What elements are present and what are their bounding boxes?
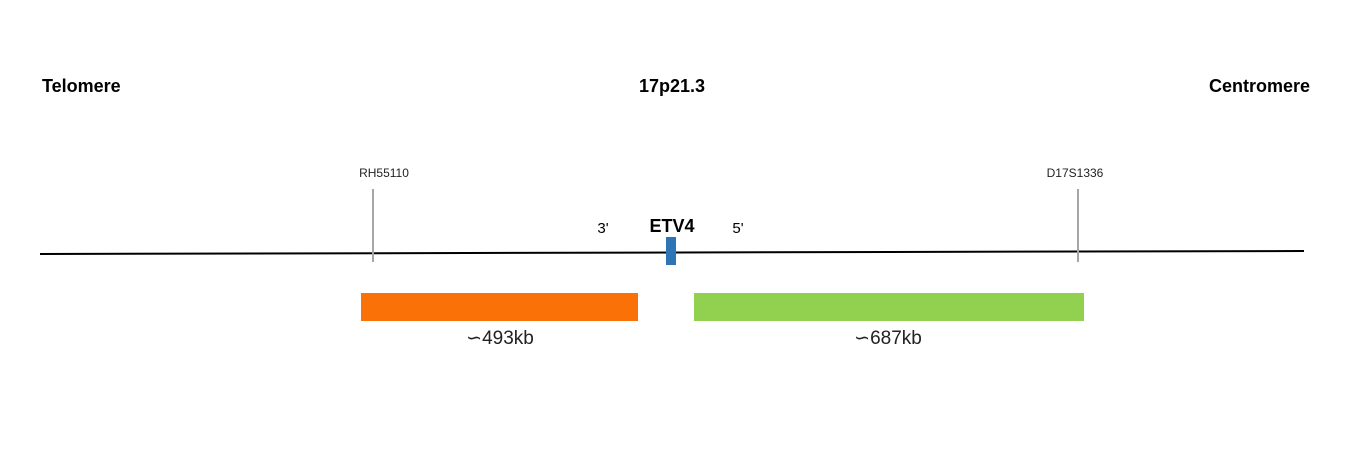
probe-label: ∽493kb [466,328,534,349]
gene-box [666,237,676,265]
gene-end-label: 5' [732,220,743,237]
probe-bar [694,293,1084,321]
band-label: 17p21.3 [639,76,705,96]
probe-label: ∽687kb [854,328,922,349]
probe-bar [361,293,638,321]
marker-label: D17S1336 [1047,166,1104,180]
gene-end-label: 3' [597,220,608,237]
centromere-label: Centromere [1209,76,1310,96]
gene-label: ETV4 [649,216,694,236]
marker-label: RH55110 [359,166,409,180]
telomere-label: Telomere [42,76,121,96]
